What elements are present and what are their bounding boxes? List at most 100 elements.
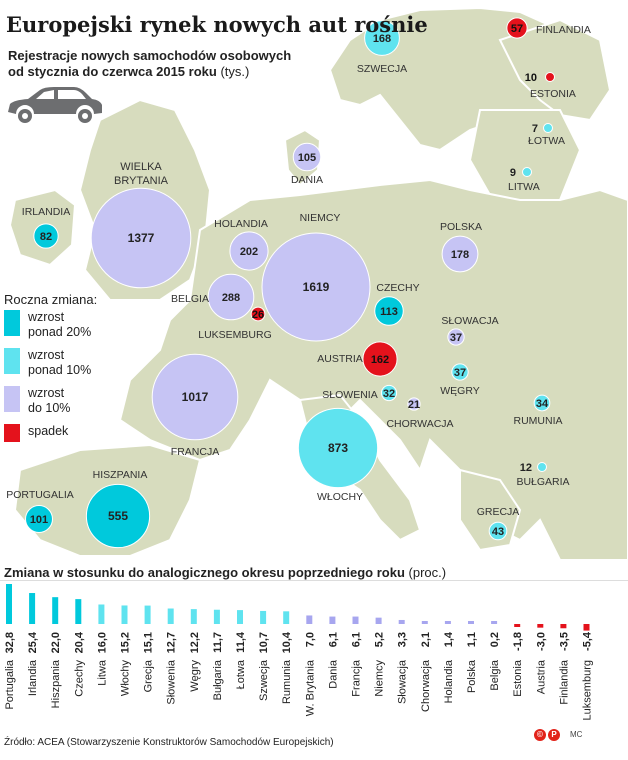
bar-category-label-17: Słowacja <box>397 659 409 704</box>
page-title: Europejski rynek nowych aut rośnie <box>6 12 428 37</box>
country-label-bułgaria: BUŁGARIA <box>516 476 569 488</box>
bubble-czechy <box>374 296 404 326</box>
car-icon <box>8 87 102 123</box>
bubble-value-estonia: 10 <box>525 72 537 84</box>
bar-category-label-7: Słowenia <box>166 659 178 705</box>
bar-value-label-10: 11,4 <box>235 631 247 653</box>
bubble-słowenia <box>380 384 398 402</box>
country-label-finlandia: FINLANDIA <box>536 24 591 36</box>
bubble-layer <box>25 17 555 549</box>
bubble-austria <box>362 341 398 377</box>
bubble-value-finlandia: 57 <box>511 23 523 35</box>
legend: Roczna zmiana: <box>4 292 97 307</box>
bar-category-label-3: Czechy <box>73 660 85 697</box>
author-initials: MC <box>570 730 583 739</box>
country-label-dania: DANIA <box>291 174 323 186</box>
legend-swatch-3 <box>4 424 20 442</box>
bar-5 <box>121 605 128 624</box>
bar-9 <box>213 609 220 624</box>
bubble-portugalia <box>25 505 53 533</box>
country-label-luksemburg: LUKSEMBURG <box>198 329 272 341</box>
legend-label-3-0: spadek <box>28 424 69 438</box>
country-label-wielka-brytania-1: BRYTANIA <box>114 175 169 187</box>
bubble-value-dania: 105 <box>298 152 316 164</box>
bar-22 <box>514 624 521 627</box>
bar-category-label-12: Rumunia <box>281 659 293 704</box>
bubble-belgia <box>207 273 255 321</box>
bar-23 <box>537 624 544 628</box>
bar-1 <box>29 593 36 624</box>
bar-category-label-24: Finlandia <box>558 659 570 705</box>
bubble-litwa <box>522 167 532 177</box>
country-label-szwecja: SZWECJA <box>357 63 407 75</box>
land-shape-1 <box>498 18 612 122</box>
bubble-rumunia <box>533 394 551 412</box>
legend-label-2-1: do 10% <box>28 401 70 415</box>
bar-8 <box>190 609 197 624</box>
bubble-grecja <box>488 521 508 541</box>
bar-6 <box>144 605 151 624</box>
bar-25 <box>583 624 590 631</box>
country-label-chorwacja: CHORWACJA <box>386 418 453 430</box>
bar-18 <box>421 621 428 624</box>
subtitle-unit: (tys.) <box>220 64 250 79</box>
bar-category-label-23: Austria <box>535 659 547 694</box>
subtitle-line-2: od stycznia do czerwca 2015 roku <box>8 64 217 79</box>
bar-7 <box>167 608 174 624</box>
country-label-grecja: GRECJA <box>477 506 520 518</box>
country-label-polska: POLSKA <box>440 221 482 233</box>
country-label-litwa: LITWA <box>508 181 540 193</box>
bubble-wielka-brytania <box>90 187 192 289</box>
bar-11 <box>260 610 267 624</box>
bar-category-label-22: Estonia <box>512 659 524 697</box>
page-subtitle: Rejestracje nowych samochodów osobowych … <box>8 48 291 80</box>
bar-category-label-9: Bułgaria <box>212 659 224 700</box>
bar-category-label-19: Holandia <box>443 659 455 703</box>
bubble-łotwa <box>543 123 553 133</box>
bar-16 <box>375 617 382 624</box>
bar-value-label-1: 25,4 <box>27 631 39 653</box>
legend-label-2-0: wzrost <box>27 386 65 400</box>
bubble-irlandia <box>33 223 59 249</box>
bar-value-label-13: 7,0 <box>304 632 316 647</box>
bar-value-label-5: 15,2 <box>120 632 132 653</box>
bar-0 <box>6 584 12 624</box>
bubble-estonia <box>545 72 555 82</box>
country-label-łotwa: ŁOTWA <box>528 135 565 147</box>
legend-label-1-1: ponad 10% <box>28 363 91 377</box>
legend-label-0-0: wzrost <box>27 310 65 324</box>
bubble-finlandia <box>506 17 528 39</box>
bar-value-label-9: 11,7 <box>212 632 224 653</box>
legend-heading: Roczna zmiana: <box>4 292 98 307</box>
bar-value-label-18: 2,1 <box>420 632 432 647</box>
bubble-value-słowenia: 32 <box>383 388 395 400</box>
logo-circle-1: © <box>534 729 546 741</box>
bubble-bułgaria <box>537 462 547 472</box>
bar-category-label-8: Węgry <box>189 660 201 692</box>
bubble-value-węgry: 37 <box>454 367 466 379</box>
bubble-value-francja: 1017 <box>182 390 209 404</box>
bar-value-label-16: 5,2 <box>374 632 386 647</box>
bar-value-label-17: 3,3 <box>397 632 409 647</box>
country-label-słowenia: SŁOWENIA <box>322 389 377 401</box>
bubble-węgry <box>451 363 469 381</box>
bar-category-label-25: Luksemburg <box>582 660 594 721</box>
bubble-chorwacja <box>407 397 421 411</box>
bar-3 <box>75 599 82 624</box>
legend-swatch-1 <box>4 348 20 374</box>
bar-category-label-11: Szwecja <box>258 659 270 701</box>
bar-category-label-20: Polska <box>466 659 478 693</box>
bar-20 <box>468 621 474 624</box>
bar-value-label-14: 6,1 <box>327 632 339 647</box>
bar-value-label-2: 22,0 <box>50 632 62 653</box>
bubble-luksemburg <box>250 306 266 322</box>
bar-category-label-10: Łotwa <box>235 659 247 689</box>
country-label-irlandia: IRLANDIA <box>22 206 70 218</box>
bar-value-label-3: 20,4 <box>73 631 85 653</box>
bar-category-label-14: Dania <box>327 659 339 689</box>
bar-value-label-15: 6,1 <box>351 632 363 647</box>
bubble-dania <box>292 142 322 172</box>
